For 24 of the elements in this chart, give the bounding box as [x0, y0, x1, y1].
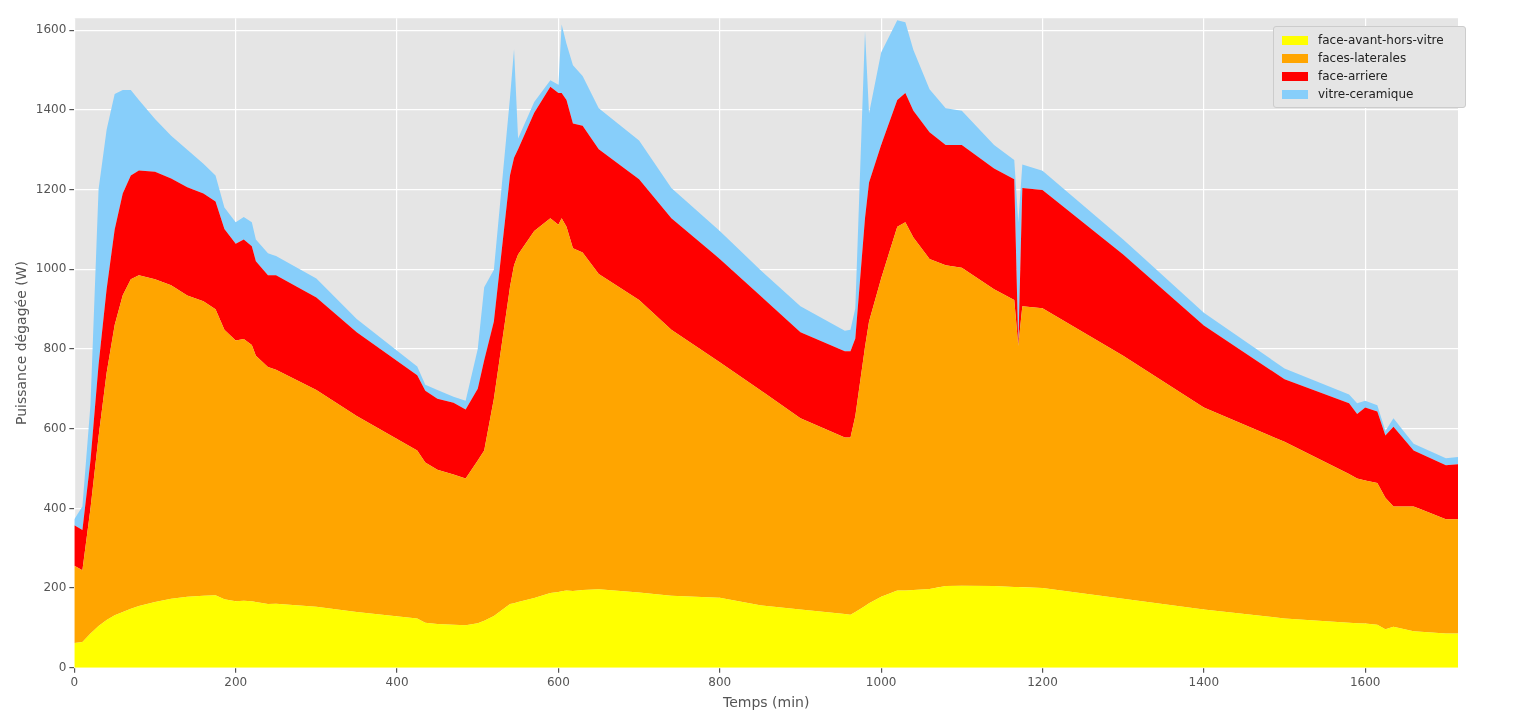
y-tick-label: 1400 — [35, 101, 67, 116]
y-tick-label: 1000 — [35, 261, 67, 276]
y-tick-label: 800 — [43, 341, 67, 356]
y-tick-label: 200 — [43, 580, 67, 595]
x-tick-label: 1600 — [1349, 675, 1381, 690]
x-tick-label: 1200 — [1027, 675, 1058, 690]
y-tick-label: 0 — [58, 659, 67, 674]
y-tick-label: 1200 — [35, 181, 67, 196]
x-tick-label: 400 — [385, 675, 409, 690]
x-tick-label: 1400 — [1188, 675, 1220, 690]
x-tick-label: 1000 — [865, 675, 897, 690]
x-axis-title: Temps (min) — [721, 694, 810, 711]
legend-label: face-arriere — [1318, 69, 1388, 84]
legend-label: vitre-ceramique — [1318, 87, 1414, 102]
legend-label: faces-laterales — [1318, 51, 1407, 66]
x-tick-label: 200 — [224, 675, 248, 690]
x-tick-label: 800 — [708, 675, 732, 690]
x-tick-label: 600 — [546, 675, 570, 690]
legend-label: face-avant-hors-vitre — [1318, 33, 1444, 48]
y-axis-title: Puissance dégagée (W) — [13, 260, 30, 426]
y-tick-label: 400 — [43, 500, 67, 515]
y-tick-label: 600 — [43, 420, 67, 435]
y-tick-label: 1600 — [35, 22, 67, 37]
x-tick-label: 0 — [70, 675, 79, 690]
